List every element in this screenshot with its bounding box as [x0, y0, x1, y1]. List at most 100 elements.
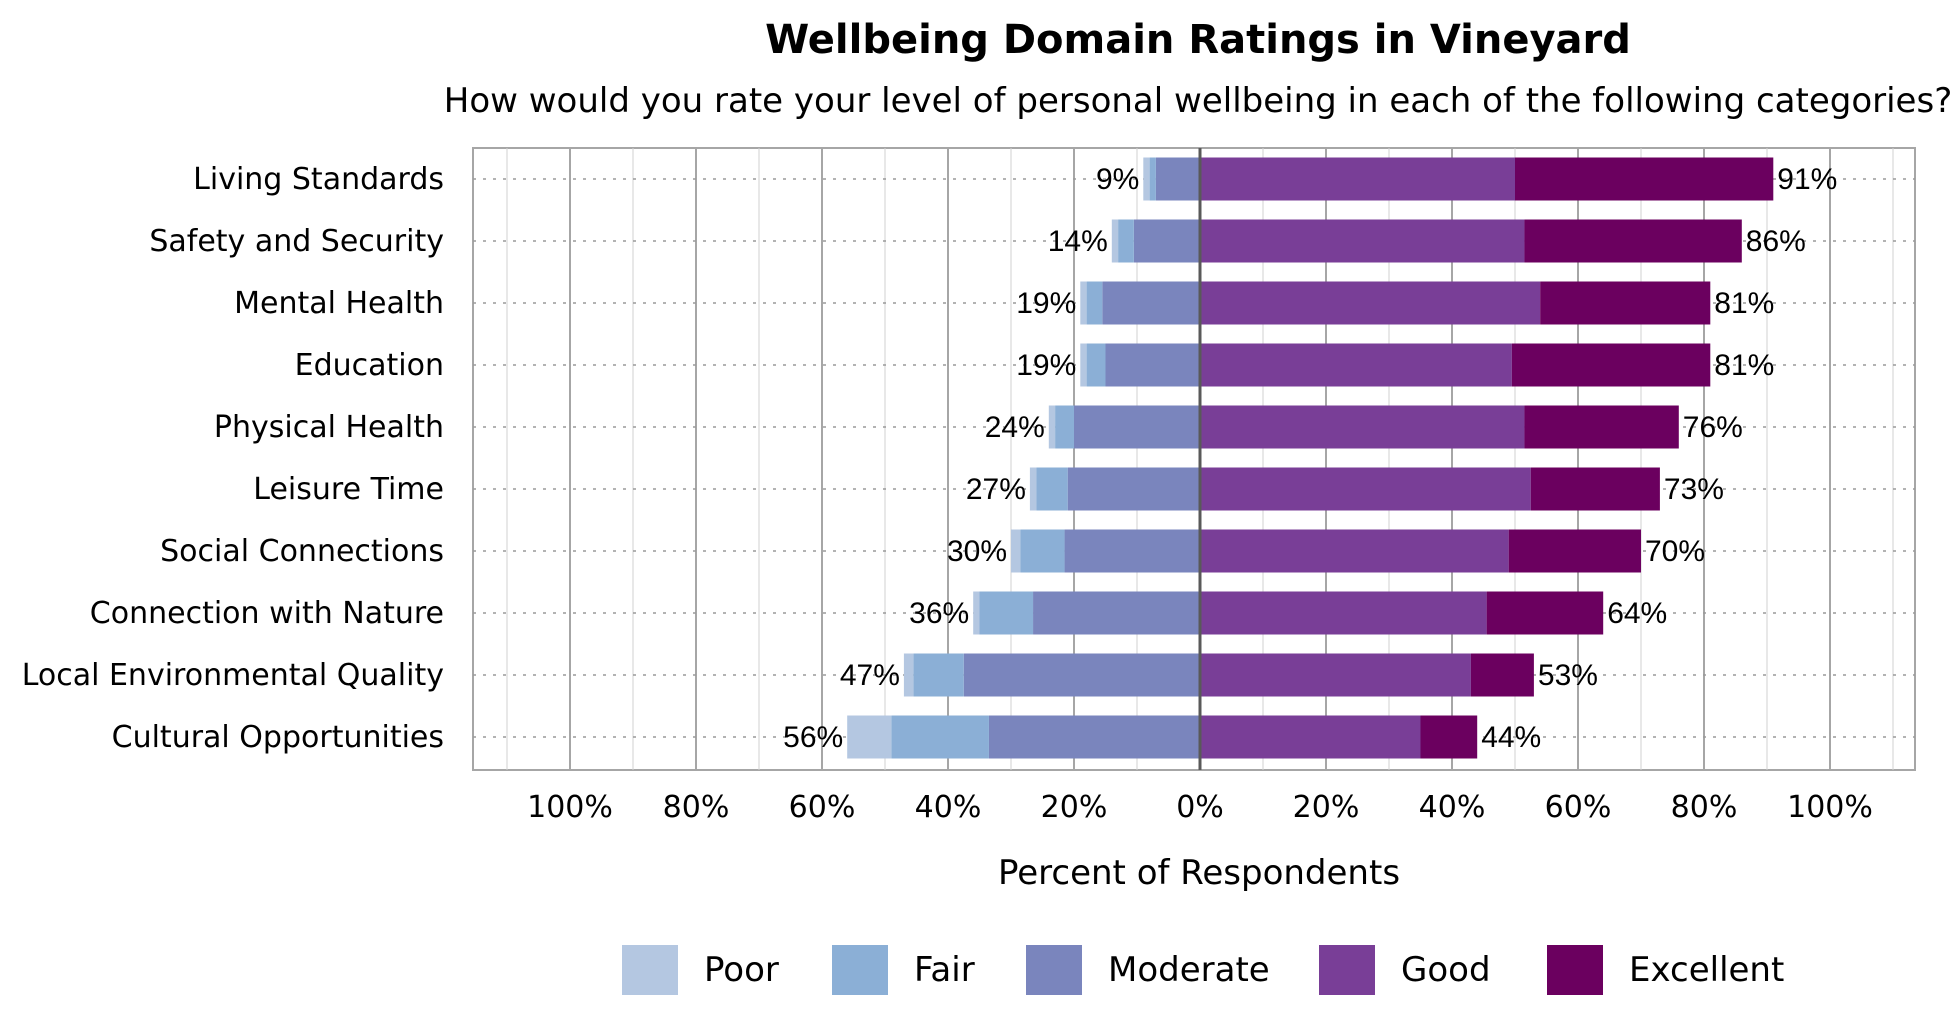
x-tick-label: 60% — [789, 790, 856, 825]
bar-excellent — [1486, 591, 1604, 635]
bar-moderate — [1067, 467, 1200, 511]
legend-swatch-excellent — [1547, 945, 1603, 995]
bar-poor — [847, 715, 892, 759]
negative-total-label: 36% — [909, 597, 969, 630]
x-tick-label: 60% — [1545, 790, 1612, 825]
x-tick-label: 0% — [1176, 790, 1224, 825]
plot-area: Living Standards 9% 91% Safety and Security… — [22, 147, 1916, 825]
legend-label-fair: Fair — [914, 950, 975, 990]
bar-excellent — [1530, 467, 1660, 511]
legend-label-excellent: Excellent — [1629, 950, 1784, 990]
chart-subtitle: How would you rate your level of persona… — [444, 81, 1950, 121]
bar-poor — [1143, 157, 1150, 201]
x-tick-label: 20% — [1293, 790, 1360, 825]
negative-total-label: 19% — [1016, 349, 1076, 382]
bar-fair — [1086, 281, 1103, 325]
bar-poor — [1029, 467, 1037, 511]
bar-excellent — [1420, 715, 1478, 759]
positive-total-label: 53% — [1538, 659, 1598, 692]
positive-total-label: 91% — [1777, 163, 1837, 196]
bar-fair — [913, 653, 964, 697]
negative-total-label: 9% — [1096, 163, 1139, 196]
bar-poor — [1111, 219, 1119, 263]
bar-moderate — [988, 715, 1200, 759]
bar-excellent — [1508, 529, 1641, 573]
positive-total-label: 76% — [1683, 411, 1743, 444]
bar-good — [1200, 219, 1525, 263]
bar-good — [1200, 281, 1541, 325]
bar-fair — [891, 715, 989, 759]
bar-excellent — [1524, 219, 1742, 263]
x-axis-title: Percent of Respondents — [998, 853, 1400, 893]
positive-total-label: 81% — [1714, 287, 1774, 320]
bar-good — [1200, 591, 1487, 635]
legend-label-poor: Poor — [704, 950, 779, 990]
x-tick-label: 20% — [1041, 790, 1108, 825]
bar-fair — [1055, 405, 1074, 449]
legend-swatch-fair — [832, 945, 888, 995]
bar-excellent — [1511, 343, 1711, 387]
bar-fair — [1149, 157, 1156, 201]
legend-label-good: Good — [1401, 950, 1491, 990]
positive-total-label: 73% — [1664, 473, 1724, 506]
bar-excellent — [1470, 653, 1534, 697]
category-label: Living Standards — [193, 162, 444, 197]
bar-moderate — [1155, 157, 1200, 201]
negative-total-label: 14% — [1048, 225, 1108, 258]
positive-total-label: 64% — [1607, 597, 1667, 630]
negative-total-label: 56% — [783, 721, 843, 754]
bar-good — [1200, 157, 1515, 201]
bar-poor — [973, 591, 980, 635]
category-label: Cultural Opportunities — [112, 720, 444, 755]
legend-swatch-good — [1319, 945, 1375, 995]
chart-title: Wellbeing Domain Ratings in Vineyard — [765, 17, 1631, 63]
x-tick-label: 40% — [1419, 790, 1486, 825]
category-label: Physical Health — [214, 410, 444, 445]
bar-excellent — [1540, 281, 1711, 325]
bar-good — [1200, 343, 1512, 387]
bar-fair — [1020, 529, 1065, 573]
bar-fair — [1086, 343, 1106, 387]
bar-poor — [1080, 343, 1087, 387]
bar-moderate — [963, 653, 1200, 697]
bar-moderate — [1074, 405, 1200, 449]
negative-total-label: 27% — [966, 473, 1026, 506]
bar-good — [1200, 405, 1525, 449]
bar-moderate — [1105, 343, 1200, 387]
bar-good — [1200, 467, 1531, 511]
bar-good — [1200, 653, 1471, 697]
legend-swatch-poor — [622, 945, 678, 995]
bar-poor — [1080, 281, 1087, 325]
category-label: Mental Health — [234, 286, 444, 321]
positive-total-label: 70% — [1645, 535, 1705, 568]
bar-fair — [979, 591, 1034, 635]
category-label: Safety and Security — [149, 224, 444, 259]
positive-total-label: 81% — [1714, 349, 1774, 382]
category-label: Education — [295, 348, 444, 383]
legend: Poor Fair Moderate Good Excellent — [622, 945, 1784, 995]
category-label: Leisure Time — [253, 472, 444, 507]
bar-moderate — [1064, 529, 1200, 573]
positive-total-label: 44% — [1481, 721, 1541, 754]
bar-fair — [1118, 219, 1134, 263]
bar-fair — [1036, 467, 1068, 511]
bar-poor — [1048, 405, 1056, 449]
category-label: Local Environmental Quality — [22, 658, 444, 693]
bar-moderate — [1033, 591, 1200, 635]
bar-good — [1200, 529, 1509, 573]
x-tick-label: 80% — [1671, 790, 1738, 825]
x-tick-label: 100% — [527, 790, 613, 825]
bar-poor — [903, 653, 914, 697]
x-tick-label: 100% — [1787, 790, 1873, 825]
negative-total-label: 24% — [985, 411, 1045, 444]
x-tick-label: 80% — [663, 790, 730, 825]
legend-swatch-moderate — [1026, 945, 1082, 995]
bar-excellent — [1524, 405, 1679, 449]
legend-label-moderate: Moderate — [1108, 950, 1270, 990]
bar-moderate — [1102, 281, 1200, 325]
negative-total-label: 19% — [1016, 287, 1076, 320]
negative-total-label: 30% — [947, 535, 1007, 568]
bar-poor — [1011, 529, 1021, 573]
x-tick-label: 40% — [915, 790, 982, 825]
